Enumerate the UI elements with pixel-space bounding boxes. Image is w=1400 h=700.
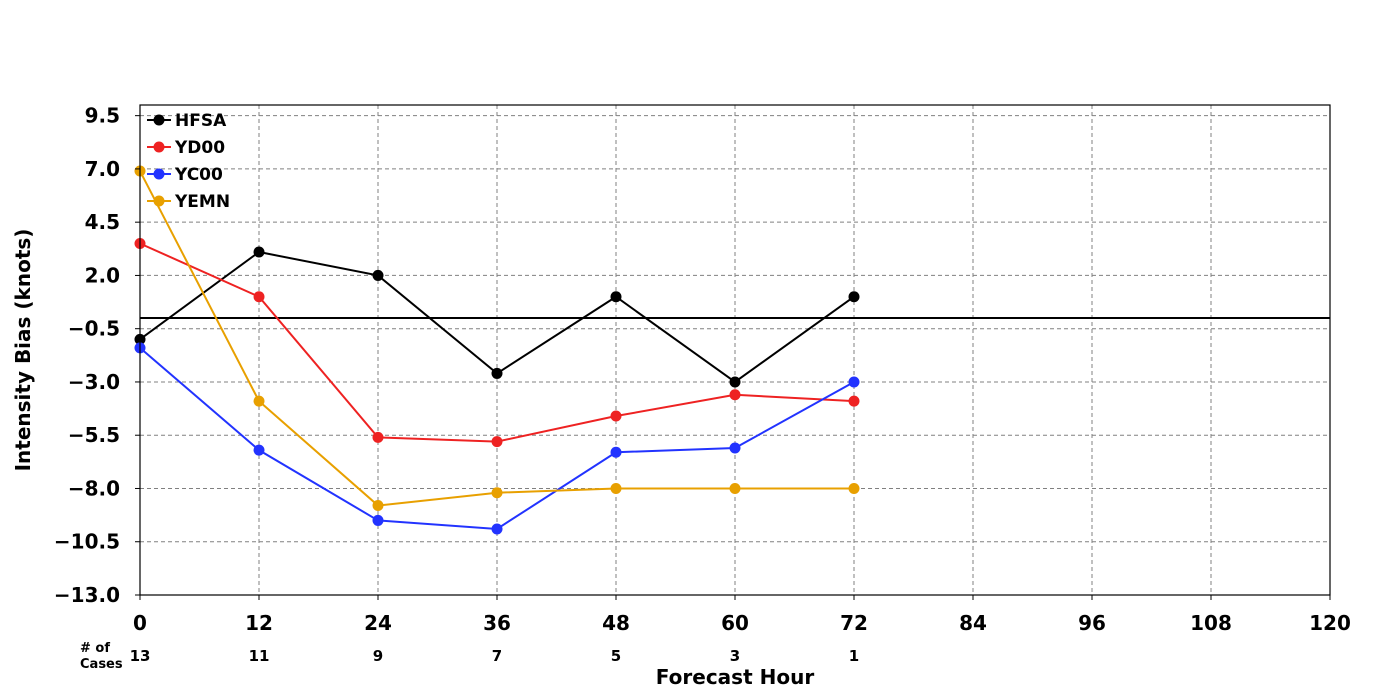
data-point xyxy=(848,482,860,494)
legend-label: YD00 xyxy=(174,138,225,158)
data-point xyxy=(372,500,384,512)
case-count: 9 xyxy=(373,647,383,665)
data-point xyxy=(729,482,741,494)
legend-marker xyxy=(153,114,165,126)
y-tick-label: −5.5 xyxy=(68,423,120,447)
y-tick-label: −10.5 xyxy=(54,530,120,554)
data-point xyxy=(610,482,622,494)
data-point xyxy=(610,410,622,422)
case-count: 11 xyxy=(249,647,270,665)
data-point xyxy=(610,291,622,303)
grid xyxy=(139,105,1331,596)
data-point xyxy=(729,376,741,388)
data-point xyxy=(848,376,860,388)
data-point xyxy=(848,291,860,303)
data-point xyxy=(253,444,265,456)
legend-label: HFSA xyxy=(175,111,227,131)
legend: HFSA YD00 YC00 YEMN xyxy=(147,111,230,212)
data-point xyxy=(848,395,860,407)
y-tick-label: −13.0 xyxy=(54,583,120,607)
legend-item-yd00: YD00 xyxy=(147,138,225,158)
data-point xyxy=(491,523,503,535)
x-tick-label: 96 xyxy=(1078,611,1106,635)
legend-marker xyxy=(153,141,165,153)
case-count: 1 xyxy=(849,647,859,665)
legend-item-yemn: YEMN xyxy=(147,192,230,212)
x-tick-label: 0 xyxy=(133,611,147,635)
case-count: 13 xyxy=(130,647,151,665)
y-tick-label: −3.0 xyxy=(68,370,120,394)
cases-label-line1: # of xyxy=(80,641,110,656)
legend-label: YC00 xyxy=(174,165,223,185)
data-point xyxy=(372,431,384,443)
series-hfsa xyxy=(134,246,860,388)
x-tick-label: 120 xyxy=(1309,611,1351,635)
legend-marker xyxy=(153,195,165,207)
data-point xyxy=(491,436,503,448)
data-point xyxy=(729,389,741,401)
x-tick-label: 84 xyxy=(959,611,987,635)
x-axis-ticks: 0 12 24 36 48 60 72 84 96 108 120 xyxy=(133,595,1351,635)
cases-row: # of Cases 13 11 9 7 5 3 1 xyxy=(80,641,859,672)
x-tick-label: 36 xyxy=(483,611,511,635)
legend-item-hfsa: HFSA xyxy=(147,111,227,131)
data-point xyxy=(491,367,503,379)
x-tick-label: 48 xyxy=(602,611,630,635)
data-point xyxy=(491,487,503,499)
x-tick-label: 60 xyxy=(721,611,749,635)
case-count: 5 xyxy=(611,647,621,665)
y-tick-label: 2.0 xyxy=(85,263,120,287)
series-layer xyxy=(134,165,860,535)
x-tick-label: 72 xyxy=(840,611,868,635)
data-point xyxy=(253,395,265,407)
y-axis-ticks: 9.5 7.0 4.5 2.0 −0.5 −3.0 −5.5 −8.0 −10.5 −13.0 xyxy=(54,104,140,607)
series-yemn xyxy=(134,165,860,512)
x-tick-label: 12 xyxy=(245,611,273,635)
data-point xyxy=(253,291,265,303)
data-point xyxy=(253,246,265,258)
case-count: 7 xyxy=(492,647,502,665)
data-point xyxy=(729,442,741,454)
x-axis-label: Forecast Hour xyxy=(656,665,815,689)
y-tick-label: 7.0 xyxy=(85,157,120,181)
y-tick-label: −8.0 xyxy=(68,476,120,500)
series-yc00 xyxy=(134,342,860,535)
data-point xyxy=(372,514,384,526)
y-tick-label: −0.5 xyxy=(68,317,120,341)
data-point xyxy=(610,446,622,458)
legend-item-yc00: YC00 xyxy=(147,165,223,185)
y-axis-label: Intensity Bias (knots) xyxy=(11,229,35,472)
y-tick-label: 4.5 xyxy=(85,210,120,234)
case-count: 3 xyxy=(730,647,740,665)
data-point xyxy=(372,269,384,281)
x-tick-label: 108 xyxy=(1190,611,1232,635)
cases-label-line2: Cases xyxy=(80,657,123,672)
x-tick-label: 24 xyxy=(364,611,392,635)
y-tick-label: 9.5 xyxy=(85,104,120,128)
legend-label: YEMN xyxy=(174,192,230,212)
legend-marker xyxy=(153,168,165,180)
